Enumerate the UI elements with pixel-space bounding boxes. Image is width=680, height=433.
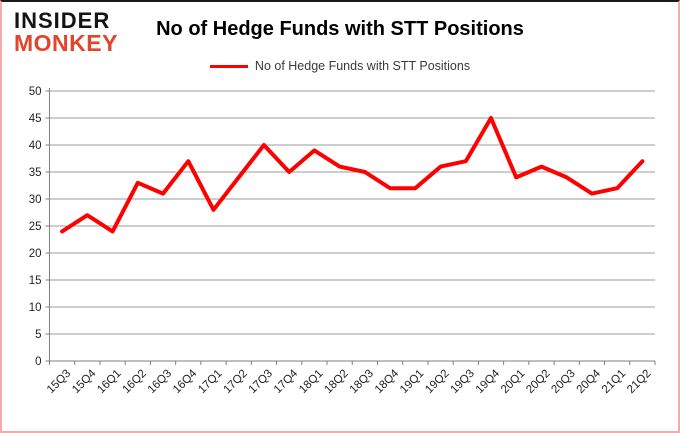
x-tick-label: 16Q2 [121, 368, 149, 396]
x-tick-label: 19Q1 [398, 368, 426, 396]
chart-title: No of Hedge Funds with STT Positions [156, 18, 524, 40]
x-tick-label: 20Q2 [524, 368, 552, 396]
x-tick-label: 21Q2 [625, 368, 653, 396]
x-tick-label: 18Q3 [348, 368, 376, 396]
y-tick-label: 20 [29, 248, 42, 260]
y-axis: 0 5 10 15 20 25 30 35 40 45 50 [29, 86, 50, 368]
x-tick-label: 17Q4 [272, 367, 301, 396]
x-tick-label: 16Q3 [146, 368, 174, 396]
x-tick-label: 17Q2 [221, 368, 249, 396]
y-tick-label: 30 [29, 194, 42, 206]
x-tick-label: 20Q3 [549, 368, 577, 396]
logo-text-monkey: MONKEY [14, 29, 118, 56]
legend-line-swatch [209, 64, 248, 68]
x-tick-label: 17Q3 [247, 368, 275, 396]
hedge-fund-positions-line [60, 116, 645, 234]
logo-text-insider: INSIDER [14, 8, 111, 33]
y-tick-label: 15 [29, 275, 42, 287]
x-tick-label: 16Q1 [95, 368, 123, 396]
x-tick-label: 21Q1 [600, 368, 628, 396]
legend-label: No of Hedge Funds with STT Positions [254, 59, 471, 73]
y-tick-label: 10 [29, 302, 42, 314]
chart-legend: No of Hedge Funds with STT Positions [2, 59, 678, 73]
x-tick-label: 18Q2 [322, 368, 350, 396]
x-tick-label: 15Q4 [70, 367, 99, 396]
x-tick-label: 20Q1 [499, 368, 527, 396]
x-tick-label: 20Q4 [575, 367, 604, 396]
y-tick-label: 45 [29, 113, 42, 125]
x-tick-label: 19Q4 [474, 367, 503, 396]
y-tick-label: 25 [29, 221, 42, 233]
y-tick-label: 5 [35, 329, 41, 341]
x-tick-label: 15Q3 [45, 368, 73, 396]
x-tick-label: 17Q1 [196, 368, 224, 396]
y-tick-label: 35 [29, 167, 42, 179]
x-tick-label: 19Q3 [449, 368, 477, 396]
x-tick-label: 19Q2 [423, 368, 451, 396]
y-tick-label: 0 [35, 356, 41, 368]
y-tick-label: 40 [29, 140, 42, 152]
x-tick-label: 16Q4 [171, 367, 200, 396]
x-axis: 15Q315Q416Q116Q216Q316Q417Q117Q217Q317Q4… [45, 360, 656, 396]
x-tick-label: 18Q1 [297, 368, 325, 396]
insider-monkey-logo: INSIDER MONKEY [14, 10, 118, 54]
gridlines [49, 90, 655, 362]
x-tick-label: 18Q4 [373, 367, 402, 396]
y-tick-label: 50 [29, 86, 42, 98]
